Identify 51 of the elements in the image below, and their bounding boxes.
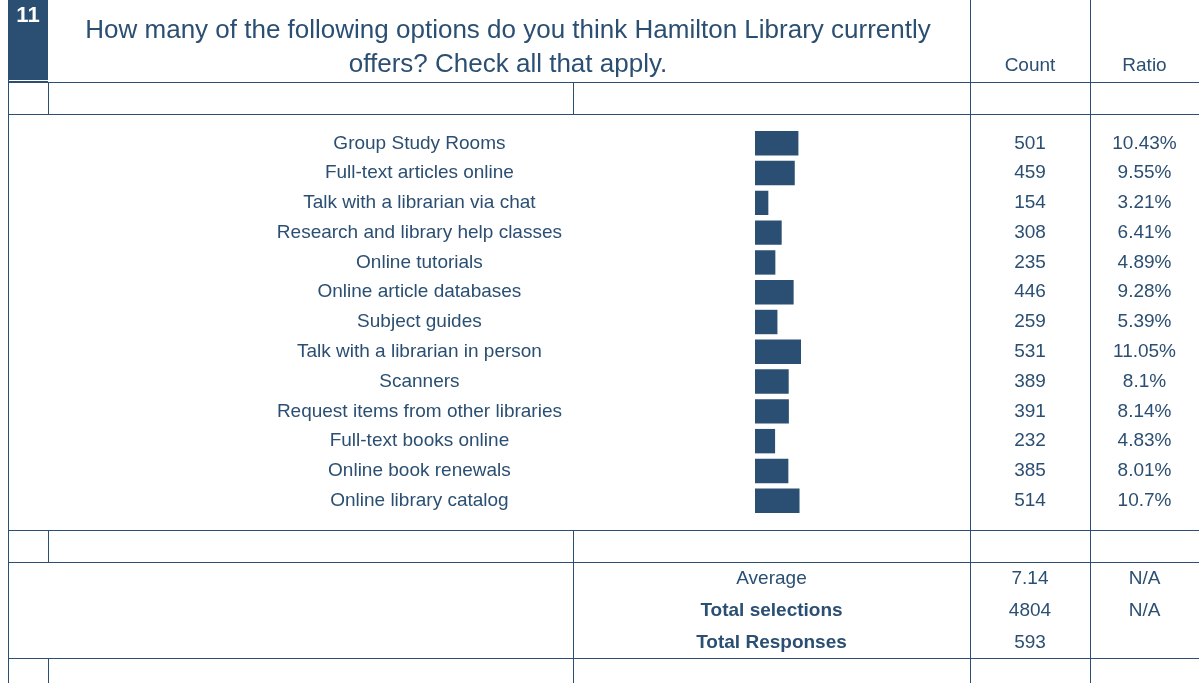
- text: Average: [735, 566, 808, 590]
- text: 9.28%: [1117, 280, 1172, 302]
- data-label: 501: [1014, 131, 1046, 153]
- text: 4.89%: [1117, 250, 1172, 272]
- data-label: 446: [1014, 280, 1046, 302]
- data-label: 514: [1014, 488, 1047, 510]
- y-tick-label: Online article databases: [317, 280, 522, 302]
- text: Total Responses: [695, 630, 848, 654]
- data-label: 389: [1014, 369, 1046, 391]
- text: 10.43%: [1112, 131, 1177, 153]
- text: 11: [8, 0, 48, 80]
- text: Count: [1003, 53, 1057, 77]
- y-tick-label: Online tutorials: [356, 250, 483, 272]
- y-tick-label: Full-text articles online: [324, 161, 514, 183]
- y-tick-label: Group Study Rooms: [333, 131, 506, 153]
- text: 8.14%: [1117, 399, 1172, 421]
- y-tick-label: Online library catalog: [330, 488, 509, 510]
- y-tick-label: Talk with a librarian via chat: [303, 191, 537, 213]
- text: 8.1%: [1122, 369, 1167, 391]
- data-label: 385: [1014, 459, 1046, 481]
- data-label: 459: [1014, 161, 1046, 183]
- text: N/A: [1127, 598, 1162, 622]
- text: 4804: [1007, 598, 1053, 622]
- text: How many of the following options do you think Hamilton Library currently offers? Check all that apply.: [84, 13, 932, 80]
- text: 5.39%: [1117, 310, 1172, 332]
- text: 7.14: [1010, 566, 1050, 590]
- y-tick-label: Subject guides: [357, 310, 482, 332]
- data-label: 259: [1014, 310, 1046, 332]
- data-label: 235: [1014, 250, 1046, 272]
- text: 9.55%: [1117, 161, 1172, 183]
- text: 593: [1013, 630, 1047, 654]
- text: 11.05%: [1112, 340, 1177, 362]
- text: N/A: [1127, 566, 1162, 590]
- y-tick-label: Online book renewals: [328, 459, 511, 481]
- text: 3.21%: [1117, 191, 1172, 213]
- text: 4.83%: [1117, 429, 1172, 451]
- y-tick-label: Full-text books online: [329, 429, 510, 451]
- data-label: 391: [1014, 399, 1046, 421]
- y-tick-label: Scanners: [379, 369, 460, 391]
- data-label: 531: [1014, 340, 1046, 362]
- text: Ratio: [1121, 53, 1168, 77]
- y-tick-label: Talk with a librarian in person: [296, 340, 542, 362]
- y-tick-label: Request items from other libraries: [276, 399, 562, 421]
- text: 10.7%: [1117, 488, 1172, 510]
- text: 6.41%: [1117, 220, 1172, 242]
- data-label: 154: [1014, 191, 1047, 213]
- text: 8.01%: [1117, 459, 1172, 481]
- data-label: 232: [1014, 429, 1046, 451]
- data-label: 308: [1014, 220, 1046, 242]
- y-tick-label: Research and library help classes: [276, 220, 562, 242]
- text: Total selections: [699, 598, 844, 622]
